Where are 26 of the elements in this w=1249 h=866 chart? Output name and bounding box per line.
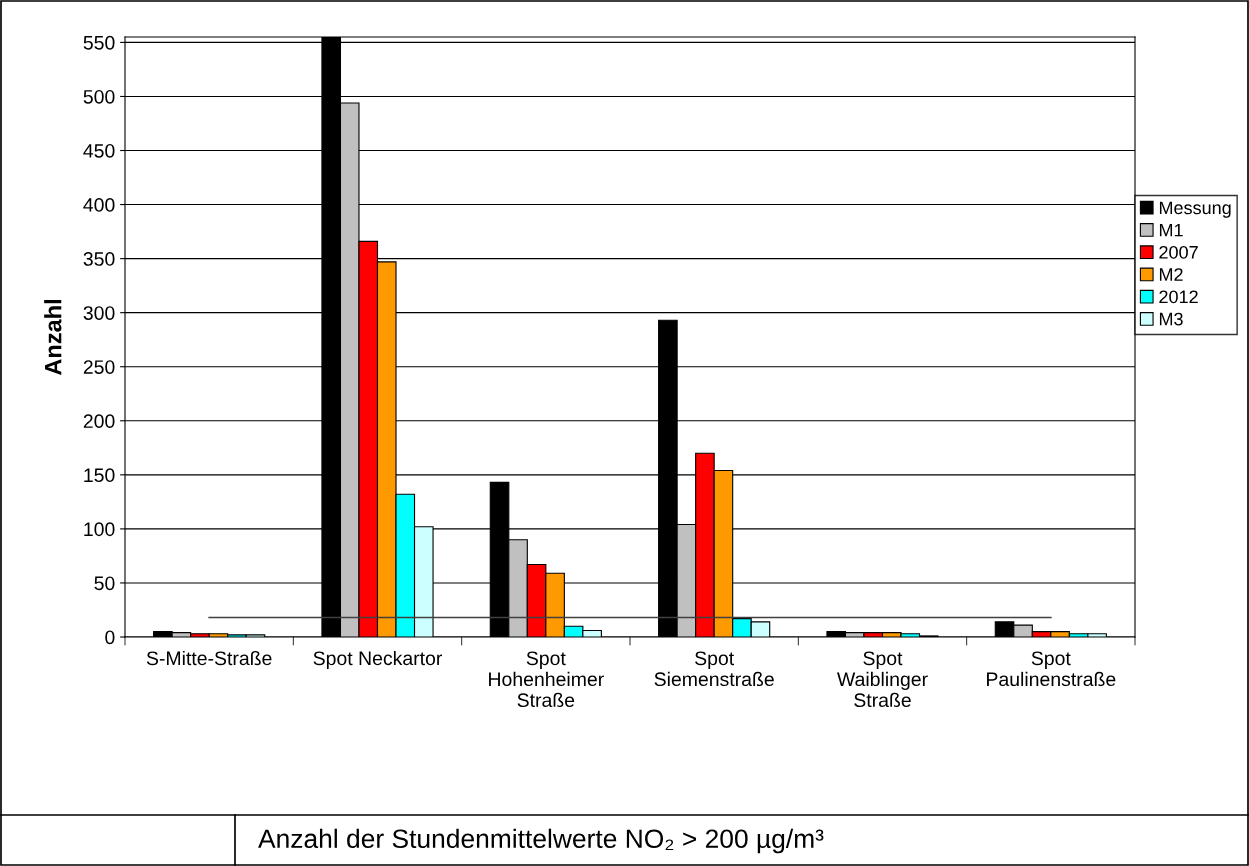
x-tick-label: Spot Waiblinger Straße [837, 651, 928, 708]
legend-label: M2 [1159, 268, 1183, 281]
x-tick-label: Spot Paulinenstraße [987, 651, 1116, 687]
y-tick-label: 400 [83, 198, 115, 212]
x-tick-label: Spot Hohenheimer Straße [489, 651, 604, 708]
y-tick-label: 250 [83, 360, 115, 374]
x-tick-label: Spot Siemenstraße [654, 651, 774, 687]
y-tick-label: 500 [83, 89, 115, 104]
y-tick-label: 350 [83, 252, 115, 266]
legend-label: 2007 [1159, 245, 1198, 259]
y-tick-label: 100 [84, 522, 115, 537]
x-tick-label: S-Mitte-Straße [146, 650, 272, 666]
y-tick-label: 50 [94, 576, 115, 591]
y-tick-label: 150 [84, 468, 115, 483]
legend-label: M1 [1159, 223, 1183, 237]
y-tick-label: 0 [105, 630, 115, 645]
legend-label: M3 [1159, 312, 1183, 326]
text: Anzahl der Stundenmittelwerte NO₂ > 200 µg/m³ [258, 828, 824, 854]
y-tick-label: 300 [83, 306, 115, 320]
x-tick-label: Spot Neckartor [313, 650, 443, 670]
y-tick-label: 550 [83, 35, 115, 50]
y-tick-label: 200 [83, 414, 115, 429]
y-axis-title: Anzahl [44, 299, 62, 376]
y-tick-label: 450 [83, 143, 115, 158]
legend-label: 2012 [1159, 290, 1198, 304]
legend-label: Messung [1159, 201, 1231, 218]
